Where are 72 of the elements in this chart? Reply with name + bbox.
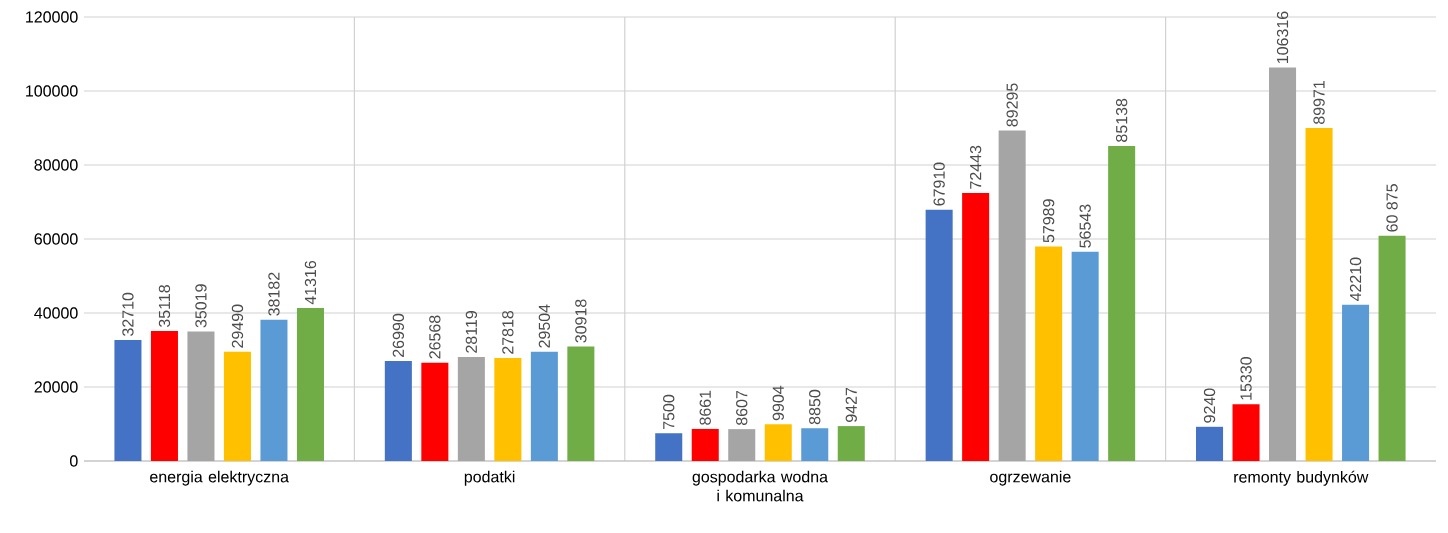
data-label: 30918 — [575, 299, 587, 343]
bar — [998, 130, 1026, 461]
data-label: 85138 — [1116, 98, 1128, 142]
bar — [494, 358, 522, 461]
bar — [837, 426, 865, 461]
data-label: 89971 — [1313, 80, 1325, 124]
bar — [296, 308, 324, 461]
y-tick-label: 20000 — [34, 381, 78, 393]
bar — [655, 433, 683, 461]
y-tick-label: 120000 — [26, 11, 78, 23]
data-label: 38182 — [268, 272, 280, 316]
x-tick-label: energia elektryczna — [150, 470, 289, 486]
bar — [1071, 251, 1099, 461]
data-label: 29490 — [231, 304, 244, 348]
x-tick-label: remonty budynków — [1234, 470, 1369, 486]
data-label: 35019 — [195, 284, 207, 328]
data-label: 8661 — [699, 390, 711, 425]
data-label: 56543 — [1079, 204, 1091, 248]
bar — [187, 331, 215, 461]
x-tick-label: ogrzewanie — [990, 470, 1071, 486]
bar — [1196, 426, 1224, 461]
bar — [1269, 67, 1297, 461]
data-label: 15330 — [1240, 357, 1252, 400]
data-label: 9904 — [772, 385, 784, 421]
bar — [801, 428, 829, 461]
data-label: 106316 — [1276, 11, 1289, 63]
bar — [260, 319, 288, 461]
bar — [1108, 145, 1136, 461]
data-label: 60 875 — [1386, 184, 1398, 232]
data-label: 28119 — [465, 311, 478, 353]
x-tick-label: gospodarka wodna i komunalna — [692, 470, 829, 502]
bar — [1305, 128, 1333, 461]
data-label: 26990 — [392, 313, 405, 357]
data-label: 26568 — [429, 315, 441, 359]
data-label: 7500 — [663, 394, 675, 430]
data-label: 35118 — [158, 285, 171, 328]
y-tick-label: 80000 — [34, 159, 78, 171]
data-label: 9240 — [1203, 388, 1216, 423]
data-label: 89295 — [1006, 83, 1018, 127]
data-label: 29504 — [538, 304, 551, 348]
bar — [114, 339, 142, 461]
bar — [925, 209, 953, 461]
data-label: 8850 — [809, 389, 821, 425]
bar — [421, 362, 449, 461]
bar — [1035, 246, 1063, 461]
data-label: 67910 — [933, 162, 945, 206]
data-label: 42210 — [1349, 257, 1362, 302]
data-label: 8607 — [736, 390, 748, 426]
bar — [1342, 304, 1370, 461]
bar — [457, 356, 485, 461]
y-tick-label: 0 — [70, 455, 78, 467]
bar — [223, 351, 251, 461]
x-tick-label: podatki — [464, 470, 515, 486]
data-label: 72443 — [969, 145, 982, 189]
bar — [384, 361, 412, 461]
bar — [150, 331, 178, 461]
y-tick-label: 40000 — [34, 307, 78, 319]
bar — [1378, 235, 1406, 461]
bar — [728, 429, 756, 461]
bar — [691, 428, 719, 461]
y-tick-label: 60000 — [34, 233, 78, 245]
bar — [1232, 404, 1260, 461]
y-tick-label: 100000 — [26, 85, 78, 97]
data-label: 27818 — [502, 310, 514, 354]
data-label: 41316 — [304, 260, 317, 305]
bar — [962, 192, 990, 461]
bar — [567, 346, 595, 461]
data-label: 57989 — [1042, 199, 1055, 243]
bar — [764, 424, 792, 461]
bar — [530, 351, 558, 461]
data-label: 32710 — [122, 292, 134, 336]
data-label: 9427 — [845, 387, 857, 422]
